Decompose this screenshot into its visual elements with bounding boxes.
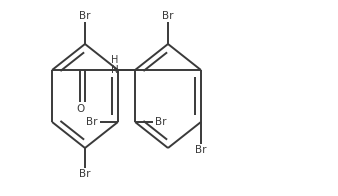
Text: Br: Br — [87, 117, 98, 127]
Text: Br: Br — [79, 169, 91, 179]
Text: Br: Br — [79, 11, 91, 21]
Text: Br: Br — [155, 117, 167, 127]
Text: H: H — [111, 55, 118, 65]
Text: Br: Br — [195, 145, 207, 155]
Text: Br: Br — [162, 11, 174, 21]
Text: N: N — [111, 65, 119, 75]
Text: O: O — [76, 104, 84, 114]
